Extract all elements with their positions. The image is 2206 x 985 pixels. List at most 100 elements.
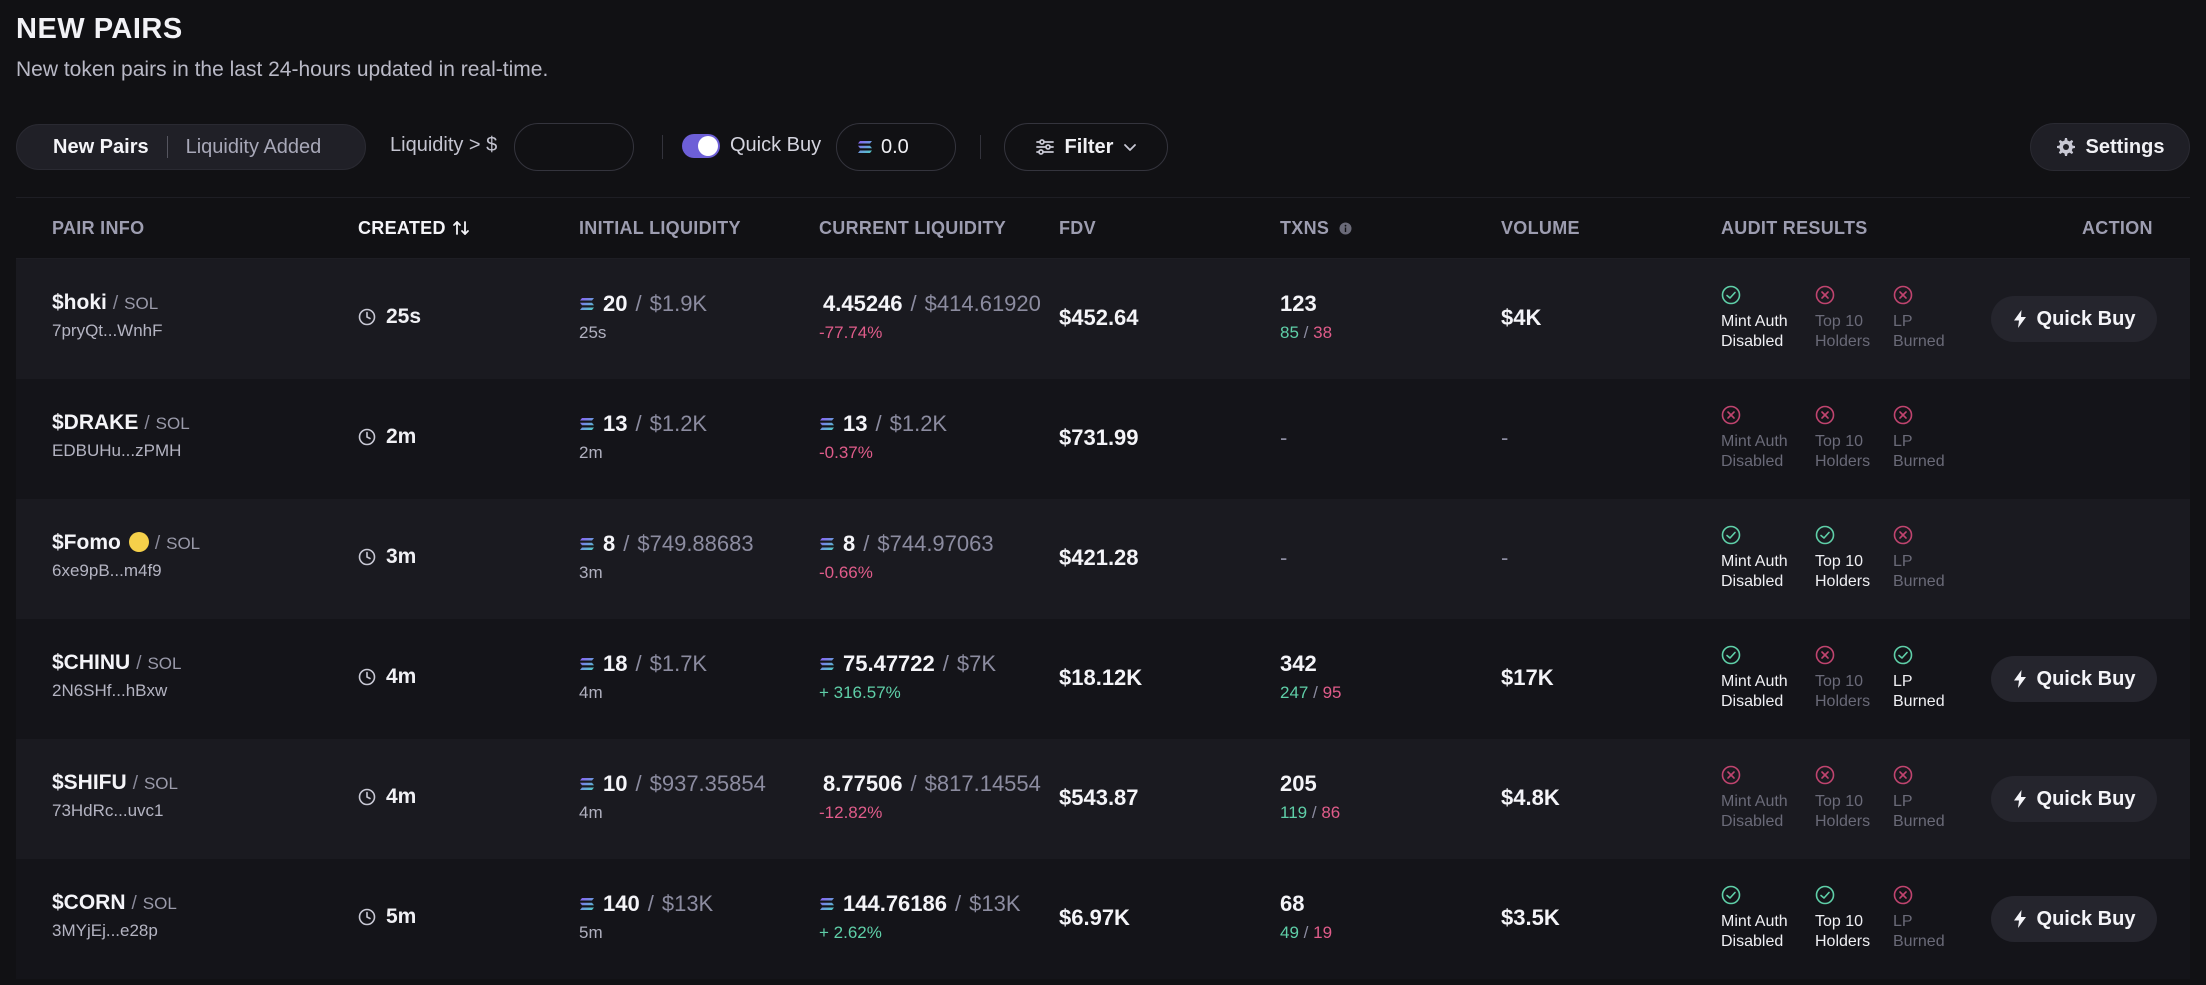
- slash: /: [635, 291, 642, 316]
- txns-breakdown: 119 / 86: [1280, 803, 1340, 823]
- initial-age: 2m: [579, 443, 603, 462]
- quick-buy-button[interactable]: Quick Buy: [1991, 656, 2157, 702]
- liquidity-change-pct: + 316.57%: [819, 683, 901, 702]
- slash: /: [910, 291, 917, 316]
- created-value: 4m: [386, 785, 417, 808]
- quick-buy-button[interactable]: Quick Buy: [1991, 896, 2157, 942]
- volume-value: $17K: [1501, 665, 1554, 690]
- volume-value: $4K: [1501, 305, 1542, 330]
- lightning-icon: [2013, 790, 2026, 808]
- initial-sol-amount: 140: [603, 891, 640, 916]
- audit-lp: LP Burned: [1893, 525, 1978, 592]
- current-liquidity: 8 / $744.97063 -0.66%: [819, 531, 994, 583]
- solana-icon: [820, 418, 834, 430]
- created-value: 5m: [386, 905, 417, 928]
- current-sol-amount: 144.76186: [843, 891, 947, 916]
- x-circle-icon: [1893, 765, 1913, 785]
- pair-address[interactable]: 2N6SHf...hBxw: [52, 681, 168, 700]
- slash: /: [1311, 803, 1317, 822]
- created-age: 3m: [358, 545, 416, 569]
- x-circle-icon: [1721, 405, 1741, 425]
- quote-symbol: SOL: [124, 294, 159, 313]
- audit-mint: Mint Auth Disabled: [1721, 645, 1806, 712]
- current-liquidity: 8.77506 / $817.14554 -12.82%: [819, 771, 1041, 823]
- filter-button[interactable]: Filter: [1004, 123, 1168, 171]
- table-body: $hoki / SOL 7pryQt...WnhF 25s 20/$1.9K 25s…: [16, 259, 2190, 979]
- pair-info[interactable]: $CHINU / SOL 2N6SHf...hBxw: [52, 651, 182, 701]
- pair-info[interactable]: $DRAKE / SOL EDBUHu...zPMH: [52, 411, 190, 461]
- current-usd-amount: $744.97063: [877, 531, 994, 556]
- table-row[interactable]: $Fomo / SOL 6xe9pB...m4f9 3m 8 / $749.88683 …: [16, 499, 2190, 619]
- liquidity-filter-input[interactable]: [514, 123, 634, 171]
- fdv-value: $731.99: [1059, 425, 1139, 450]
- table-row[interactable]: $SHIFU / SOL 73HdRc...uvc1 4m 10/$937.3585…: [16, 739, 2190, 859]
- quote-symbol: SOL: [155, 414, 190, 433]
- toolbar-divider: [980, 135, 981, 159]
- pair-address[interactable]: 7pryQt...WnhF: [52, 321, 163, 340]
- quick-buy-toggle[interactable]: [682, 134, 720, 158]
- col-initial-liquidity: INITIAL LIQUIDITY: [579, 218, 741, 238]
- page-subtitle: New token pairs in the last 24-hours upd…: [16, 58, 549, 81]
- audit-label-line: Top 10: [1815, 433, 1864, 450]
- audit-mint: Mint Auth Disabled: [1721, 405, 1806, 472]
- current-liquidity: 13 / $1.2K -0.37%: [819, 411, 947, 463]
- x-circle-icon: [1815, 405, 1835, 425]
- solana-icon: [858, 141, 872, 153]
- pair-info[interactable]: $Fomo / SOL 6xe9pB...m4f9: [52, 531, 200, 581]
- quick-buy-label: Quick Buy: [2036, 667, 2136, 690]
- solana-icon: [580, 898, 594, 910]
- audit-top-label: Top 10 Holders: [1815, 312, 1900, 352]
- quick-buy-amount-input[interactable]: [881, 135, 951, 159]
- pair-address[interactable]: 73HdRc...uvc1: [52, 801, 164, 820]
- buys-count: 247: [1280, 683, 1309, 702]
- audit-label-line: Mint Auth: [1721, 433, 1788, 450]
- liquidity-change-pct: -0.37%: [819, 443, 873, 462]
- table-header: PAIR INFO CREATED INITIAL LIQUIDITY CURR…: [16, 197, 2190, 259]
- clock-icon: [358, 548, 376, 566]
- current-usd-amount: $414.61920: [924, 291, 1041, 316]
- pair-address[interactable]: EDBUHu...zPMH: [52, 441, 182, 460]
- table-row[interactable]: $CORN / SOL 3MYjEj...e28p 5m 140/$13K 5m 1…: [16, 859, 2190, 979]
- quick-buy-button[interactable]: Quick Buy: [1991, 296, 2157, 342]
- pair-address[interactable]: 3MYjEj...e28p: [52, 921, 158, 940]
- created-age: 2m: [358, 425, 416, 449]
- toolbar: New Pairs Liquidity Added Liquidity > $ …: [16, 123, 2190, 173]
- pair-address[interactable]: 6xe9pB...m4f9: [52, 561, 162, 580]
- table-row[interactable]: $hoki / SOL 7pryQt...WnhF 25s 20/$1.9K 25s…: [16, 259, 2190, 379]
- slash: /: [136, 653, 142, 674]
- info-icon[interactable]: [1339, 222, 1352, 235]
- quick-buy-button[interactable]: Quick Buy: [1991, 776, 2157, 822]
- col-txns: TXNS: [1280, 218, 1352, 239]
- audit-top: Top 10 Holders: [1815, 405, 1900, 472]
- audit-label-line: Burned: [1893, 933, 1945, 950]
- tab-new-pairs[interactable]: New Pairs: [53, 135, 149, 158]
- tab-liquidity-added[interactable]: Liquidity Added: [185, 135, 322, 158]
- clock-icon: [358, 428, 376, 446]
- solana-icon: [580, 418, 594, 430]
- txns-value: 68: [1280, 891, 1305, 916]
- audit-top: Top 10 Holders: [1815, 645, 1900, 712]
- audit-lp-label: LP Burned: [1893, 912, 1978, 952]
- check-circle-icon: [1815, 525, 1835, 545]
- volume-value: $4.8K: [1501, 785, 1560, 810]
- check-circle-icon: [1721, 285, 1741, 305]
- sliders-icon: [1035, 139, 1054, 155]
- slash: /: [623, 531, 630, 556]
- audit-top: Top 10 Holders: [1815, 525, 1900, 592]
- audit-label-line: LP: [1893, 673, 1913, 690]
- sort-icon: [453, 221, 469, 235]
- x-circle-icon: [1893, 525, 1913, 545]
- pair-info[interactable]: $hoki / SOL 7pryQt...WnhF: [52, 291, 163, 341]
- quick-buy-amount-field[interactable]: [836, 123, 956, 171]
- initial-age: 4m: [579, 683, 603, 702]
- quick-buy-label: Quick Buy: [2036, 907, 2136, 930]
- table-row[interactable]: $CHINU / SOL 2N6SHf...hBxw 4m 18/$1.7K 4m …: [16, 619, 2190, 739]
- audit-label-line: Holders: [1815, 453, 1871, 470]
- table-row[interactable]: $DRAKE / SOL EDBUHu...zPMH 2m 13/$1.2K 2m …: [16, 379, 2190, 499]
- pair-info[interactable]: $CORN / SOL 3MYjEj...e28p: [52, 891, 177, 941]
- settings-button[interactable]: Settings: [2030, 123, 2190, 171]
- created-value: 3m: [386, 545, 417, 568]
- initial-liquidity: 140 / $13K 5m: [579, 891, 713, 943]
- pair-info[interactable]: $SHIFU / SOL 73HdRc...uvc1: [52, 771, 178, 821]
- col-created[interactable]: CREATED: [358, 218, 471, 239]
